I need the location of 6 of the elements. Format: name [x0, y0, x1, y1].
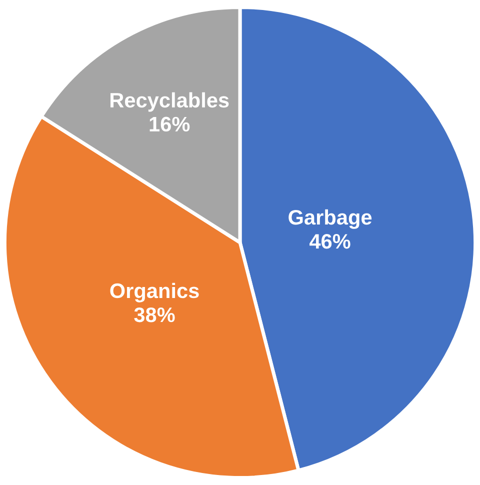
data-label: 46%: [310, 234, 350, 249]
data-label: 16%: [150, 116, 190, 132]
slice-label: Garbage: [288, 209, 372, 229]
slice-label: Recyclables: [110, 92, 229, 112]
data-label: 38%: [134, 307, 175, 322]
slice-label: Organics: [110, 282, 199, 302]
